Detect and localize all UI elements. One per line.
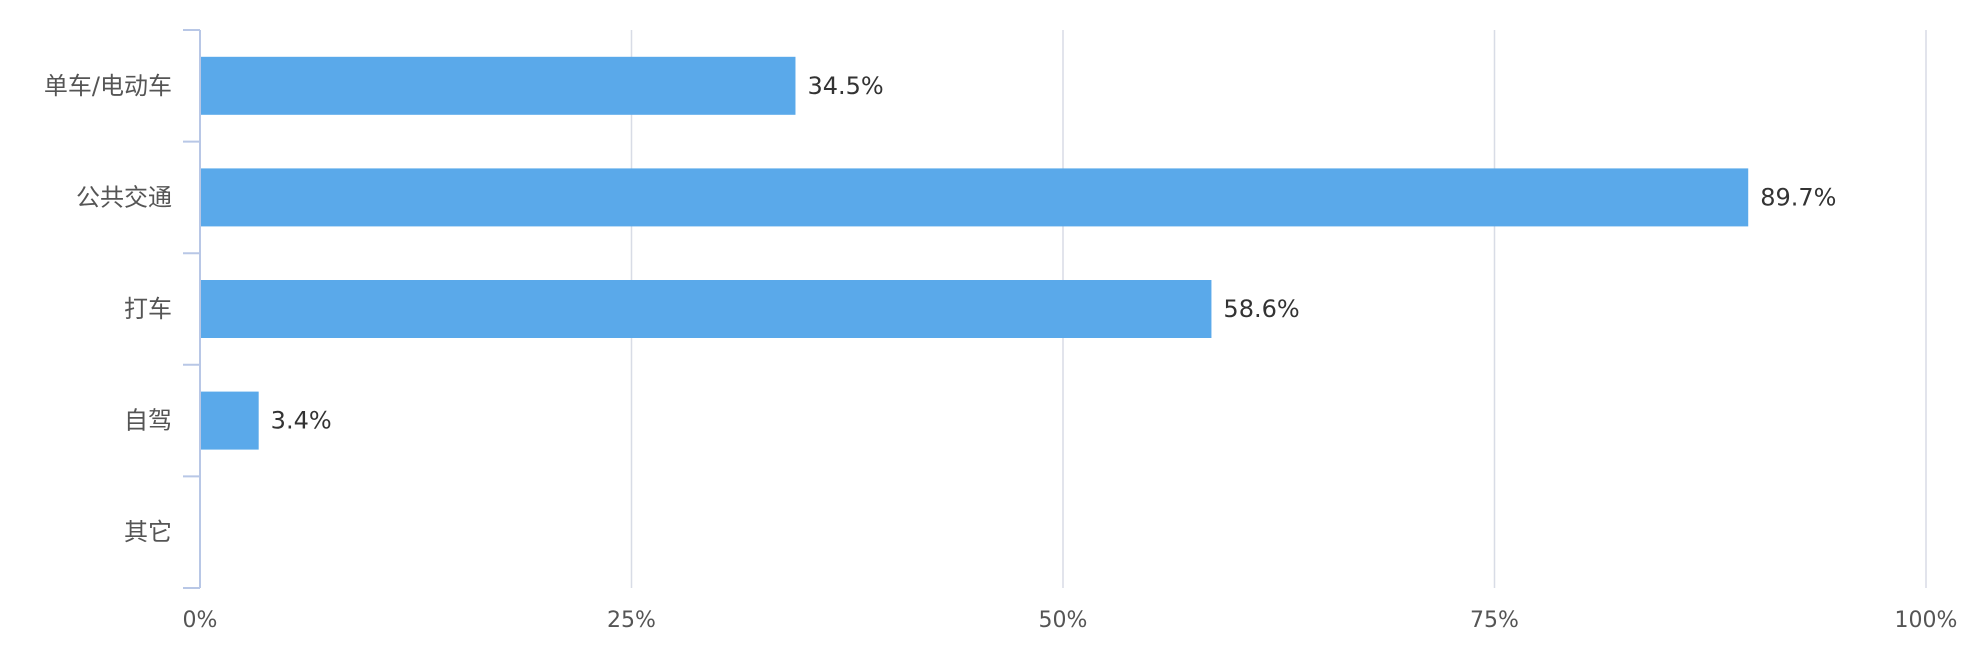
bar <box>201 280 1212 338</box>
category-label: 单车/电动车 <box>44 72 172 100</box>
x-tick-label: 25% <box>607 608 656 633</box>
bar-layer <box>201 56 1749 450</box>
x-tick-label: 0% <box>183 608 218 633</box>
data-label: 34.5% <box>807 72 883 100</box>
data-label: 58.6% <box>1223 295 1299 323</box>
bar <box>201 56 796 115</box>
data-label: 89.7% <box>1760 183 1836 211</box>
category-label: 自驾 <box>124 407 172 435</box>
bar <box>201 391 259 450</box>
label-layer: 0% 25% 50% 75% 100% 单车/电动车 34.5% 公共交通 89.7% 打车 58.… <box>44 72 1958 633</box>
category-label: 公共交通 <box>76 183 172 211</box>
category-label: 其它 <box>124 518 172 546</box>
bar <box>201 168 1749 227</box>
data-label: 3.4% <box>271 407 332 435</box>
x-tick-label: 100% <box>1895 608 1958 633</box>
x-tick-label: 50% <box>1039 608 1088 633</box>
category-label: 打车 <box>124 295 172 323</box>
axis-layer <box>183 29 201 589</box>
x-tick-label: 75% <box>1470 608 1519 633</box>
